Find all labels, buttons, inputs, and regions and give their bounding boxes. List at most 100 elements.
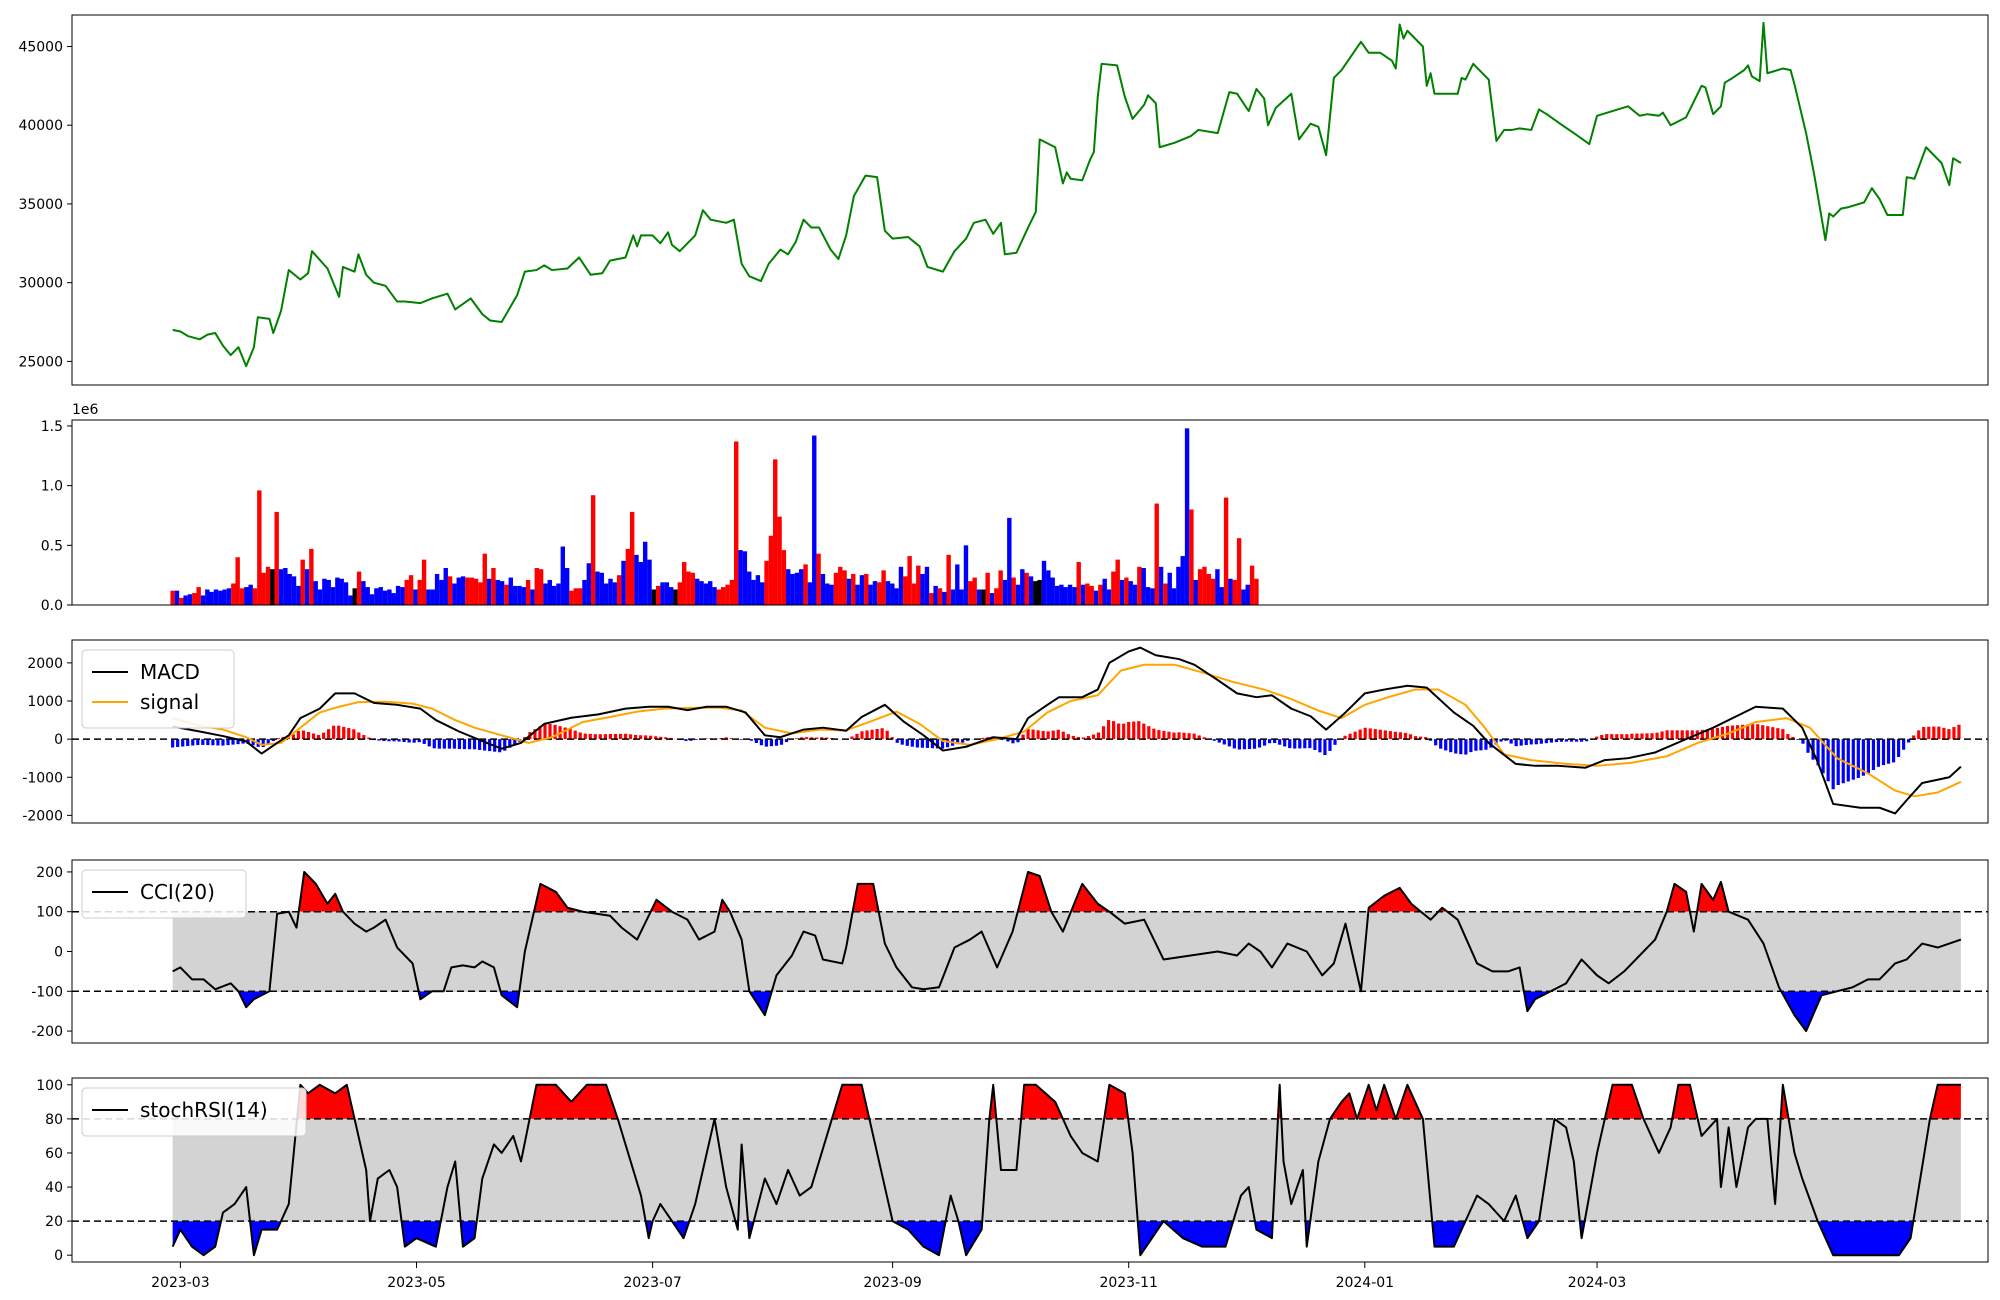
macd-histogram-bar — [769, 739, 774, 747]
macd-line — [172, 646, 1962, 815]
macd-histogram-bar — [523, 737, 527, 740]
macd-histogram-bar — [236, 739, 240, 745]
macd-histogram-bar — [1081, 737, 1086, 740]
macd-histogram-bar — [649, 735, 653, 740]
volume-bar — [708, 581, 713, 605]
macd-histogram-bar — [875, 728, 879, 740]
volume-bar — [200, 595, 206, 605]
macd-histogram-bar — [1157, 730, 1161, 740]
volume-bar — [1033, 581, 1038, 605]
macd-histogram-bar — [352, 729, 356, 740]
y-tick-label: 100 — [36, 905, 63, 921]
macd-histogram-bar — [1242, 739, 1247, 750]
volume-bar — [257, 490, 262, 605]
volume-bar — [478, 582, 483, 605]
volume-bar — [1150, 588, 1155, 605]
macd-histogram-bar — [1595, 736, 1599, 740]
volume-bar — [642, 541, 648, 605]
y-tick-label: 40 — [45, 1180, 63, 1196]
volume-bar — [1080, 584, 1086, 605]
volume-bar — [929, 593, 934, 605]
macd-histogram-bar — [296, 730, 301, 740]
macd-histogram-bar — [261, 739, 265, 747]
volume-bar — [369, 594, 375, 605]
macd-histogram-bar — [1585, 739, 1589, 742]
macd-histogram-bar — [1358, 729, 1362, 740]
volume-bar — [582, 579, 587, 605]
macd-histogram-bar — [1524, 739, 1528, 746]
macd-histogram-bar — [981, 737, 985, 740]
y-tick-label: 40000 — [18, 118, 63, 134]
volume-bar — [322, 578, 327, 605]
macd-histogram-bar — [1610, 734, 1614, 740]
volume-bar — [512, 585, 518, 605]
y-tick-label: 30000 — [18, 276, 63, 292]
volume-bar — [933, 585, 938, 605]
macd-histogram-bar — [1620, 734, 1624, 740]
macd-histogram-bar — [1313, 739, 1317, 750]
volume-bar — [1254, 578, 1259, 605]
volume-bar — [1046, 570, 1051, 605]
macd-histogram-bar — [1388, 731, 1392, 740]
macd-histogram-bar — [1026, 728, 1030, 740]
volume-bar — [790, 573, 795, 605]
legend-entry: signal — [140, 690, 199, 714]
volume-bar — [1137, 566, 1142, 605]
volume-bar — [547, 579, 553, 605]
volume-bar — [890, 583, 895, 605]
macd-histogram-bar — [1579, 739, 1584, 742]
macd-histogram-bar — [1937, 726, 1941, 740]
macd-histogram-bar — [477, 739, 482, 750]
x-tick-label: 2024-01 — [1336, 1275, 1395, 1291]
macd-histogram-bar — [191, 739, 195, 746]
macd-histogram-bar — [1660, 731, 1664, 740]
volume-bar — [205, 589, 210, 605]
volume-bar — [660, 582, 665, 605]
macd-histogram-bar — [1866, 739, 1870, 774]
x-tick-label: 2023-09 — [863, 1275, 922, 1291]
volume-bar — [465, 577, 470, 605]
volume-bar — [994, 588, 999, 605]
volume-bar — [296, 585, 301, 605]
macd-histogram-bar — [578, 732, 582, 740]
volume-bar — [1236, 538, 1242, 605]
macd-histogram-bar — [1368, 728, 1372, 740]
volume-bar — [816, 553, 821, 605]
volume-bar — [447, 576, 453, 605]
macd-histogram-bar — [1298, 739, 1302, 749]
volume-bar — [274, 511, 279, 605]
macd-histogram-bar — [1187, 733, 1191, 740]
macd-histogram-bar — [186, 739, 190, 747]
macd-histogram-bar — [1806, 739, 1810, 753]
volume-bar — [408, 575, 414, 605]
volume-bar — [903, 576, 908, 605]
volume-bar — [551, 585, 557, 605]
volume-bar — [716, 589, 722, 605]
macd-histogram-bar — [850, 736, 854, 740]
macd-histogram-bar — [1222, 739, 1226, 745]
macd-histogram-bar — [618, 733, 623, 740]
volume-bar — [538, 569, 544, 605]
macd-histogram-bar — [1353, 731, 1357, 740]
volume-bar — [677, 582, 683, 605]
y-tick-label: 0.0 — [41, 598, 63, 614]
volume-bar — [937, 588, 943, 605]
macd-histogram-bar — [825, 737, 829, 740]
macd-histogram-bar — [1031, 729, 1035, 740]
volume-bar — [1154, 503, 1159, 605]
volume-bar — [439, 579, 444, 605]
macd-histogram-bar — [1132, 721, 1136, 740]
macd-histogram-bar — [1856, 739, 1860, 778]
macd-histogram-bar — [276, 738, 280, 740]
volume-bar — [525, 579, 531, 605]
macd-histogram-bar — [1413, 736, 1418, 740]
macd-histogram-bar — [1303, 739, 1307, 749]
volume-bar — [1215, 569, 1220, 605]
volume-bar — [972, 577, 977, 605]
macd-histogram-bar — [1172, 732, 1176, 740]
macd-histogram-bar — [1720, 726, 1725, 740]
volume-bar — [317, 589, 323, 605]
volume-bar — [842, 570, 847, 605]
volume-bar — [1011, 577, 1016, 605]
panel-frame — [71, 639, 1989, 824]
